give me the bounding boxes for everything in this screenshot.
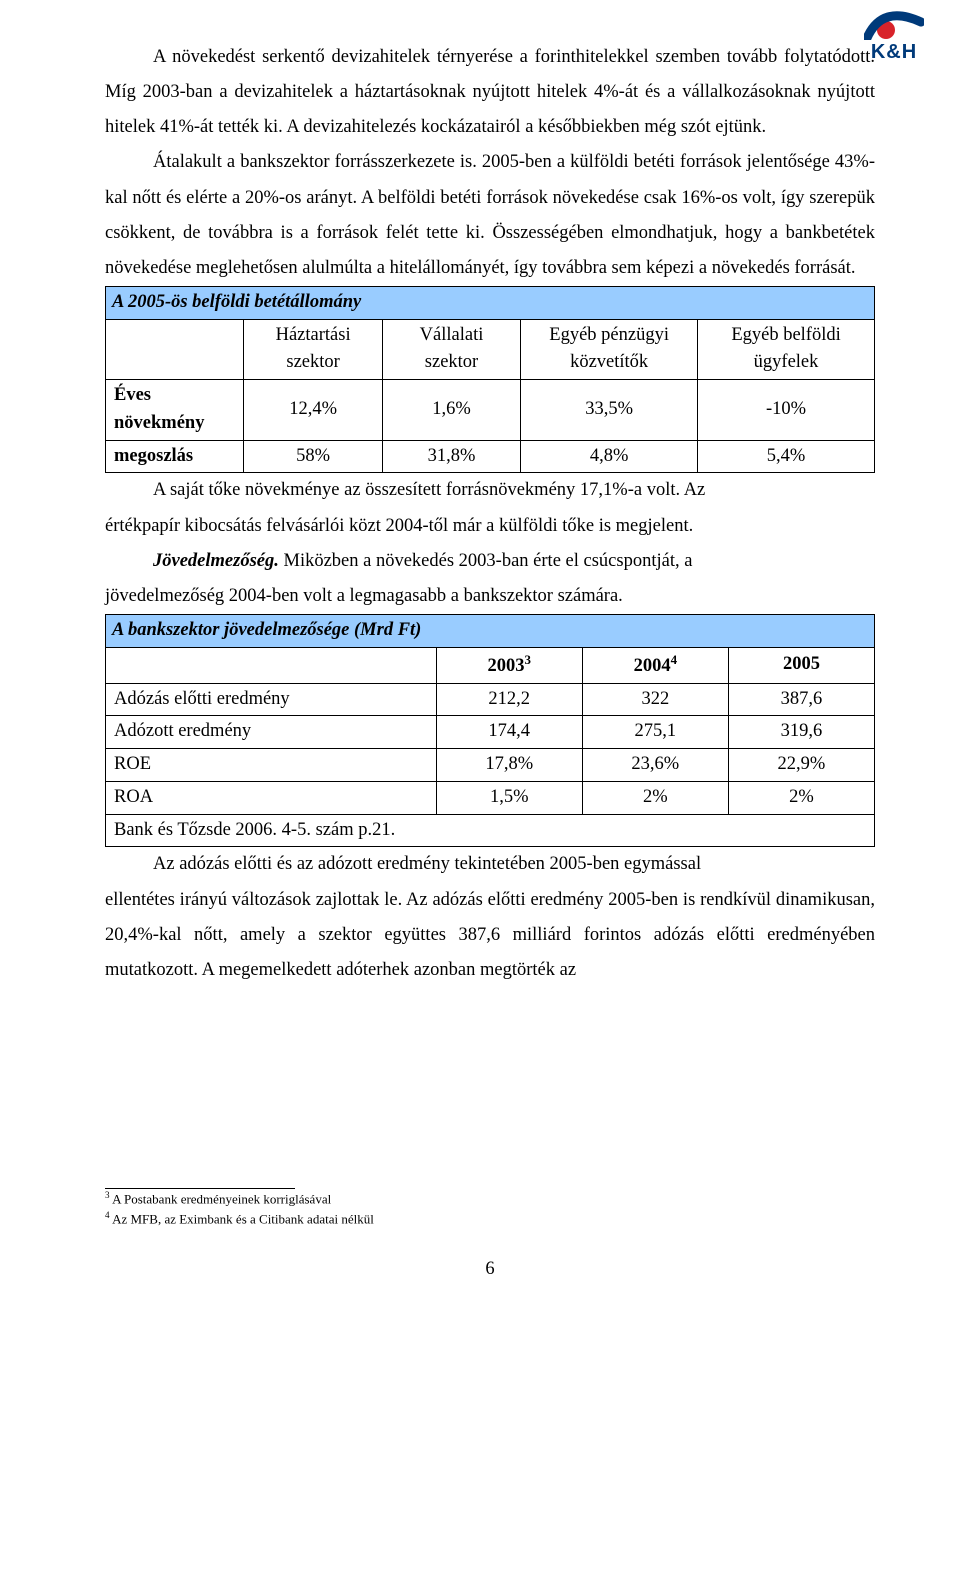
- table-row: Adózott eredmény 174,4 275,1 319,6: [106, 716, 875, 749]
- col-label: Háztartási: [276, 325, 351, 345]
- row-label: megoszlás: [106, 440, 244, 473]
- row-label: Adózott eredmény: [106, 716, 437, 749]
- col-label: Egyéb pénzügyi: [549, 325, 669, 345]
- paragraph-5b: ellentétes irányú változások zajlottak l…: [105, 883, 875, 988]
- cell: 2%: [582, 781, 728, 814]
- cell: 2%: [728, 781, 874, 814]
- logo-text: K&H: [864, 42, 924, 62]
- cell: 1,5%: [436, 781, 582, 814]
- cell: 5,4%: [698, 440, 875, 473]
- col-label: ügyfelek: [754, 352, 819, 372]
- table-deposits: Háztartási szektor Vállalati szektor Egyéb…: [105, 319, 875, 474]
- row-label: növekmény: [114, 413, 204, 433]
- paragraph-2: Átalakult a bankszektor forrásszerkezete…: [105, 145, 875, 286]
- table1-header: Háztartási szektor Vállalati szektor Egyéb…: [106, 319, 875, 380]
- paragraph-4b: jövedelmezőség 2004-ben volt a legmagasa…: [105, 579, 875, 614]
- cell: 4,8%: [521, 440, 698, 473]
- table-row: megoszlás 58% 31,8% 4,8% 5,4%: [106, 440, 875, 473]
- cell: 31,8%: [382, 440, 520, 473]
- paragraph-3b: értékpapír kibocsátás felvásárlói közt 2…: [105, 509, 875, 544]
- col-label: szektor: [286, 352, 339, 372]
- cell: 17,8%: [436, 749, 582, 782]
- year-label: 2004: [634, 656, 671, 676]
- table-row: Adózás előtti eredmény 212,2 322 387,6: [106, 683, 875, 716]
- cell: 12,4%: [244, 380, 382, 441]
- footnote-ref: 3: [524, 652, 530, 667]
- row-label: ROA: [106, 781, 437, 814]
- table-row: ROE 17,8% 23,6% 22,9%: [106, 749, 875, 782]
- year-label: 2003: [487, 656, 524, 676]
- paragraph-text: Miközben a növekedés 2003-ban érte el cs…: [279, 551, 693, 571]
- footnote-text: A Postabank eredményeinek korriglásával: [110, 1191, 332, 1206]
- row-label: Éves: [114, 385, 151, 405]
- table2-title: A bankszektor jövedelmezősége (Mrd Ft): [105, 614, 875, 647]
- footnote-text: Az MFB, az Eximbank és a Citibank adatai…: [110, 1211, 374, 1226]
- cell: -10%: [698, 380, 875, 441]
- paragraph-1: A növekedést serkentő devizahitelek térn…: [105, 40, 875, 145]
- table-row: ROA 1,5% 2% 2%: [106, 781, 875, 814]
- cell: 33,5%: [521, 380, 698, 441]
- paragraph-3a: A saját tőke növekménye az összesített f…: [105, 473, 875, 508]
- table-row: Éves növekmény 12,4% 1,6% 33,5% -10%: [106, 380, 875, 441]
- col-label: közvetítők: [570, 352, 648, 372]
- row-label: Adózás előtti eredmény: [106, 683, 437, 716]
- col-label: szektor: [425, 352, 478, 372]
- cell: 22,9%: [728, 749, 874, 782]
- section-heading-inline: Jövedelmezőség.: [153, 551, 279, 571]
- table2-header: 20033 20044 2005: [106, 647, 875, 683]
- cell: 212,2: [436, 683, 582, 716]
- cell: 174,4: [436, 716, 582, 749]
- row-label: ROE: [106, 749, 437, 782]
- year-label: 2005: [728, 647, 874, 683]
- col-label: Egyéb belföldi: [731, 325, 840, 345]
- cell: 1,6%: [382, 380, 520, 441]
- page-number: 6: [105, 1252, 875, 1287]
- footnote-ref: 4: [671, 652, 677, 667]
- table-source: Bank és Tőzsde 2006. 4-5. szám p.21.: [106, 814, 875, 847]
- footnote-4: 4 Az MFB, az Eximbank és a Citibank adat…: [105, 1209, 875, 1229]
- footnote-3: 3 A Postabank eredményeinek korriglásáva…: [105, 1189, 875, 1209]
- cell: 23,6%: [582, 749, 728, 782]
- col-label: Vállalati: [420, 325, 484, 345]
- table1-title: A 2005-ös belföldi betétállomány: [105, 286, 875, 319]
- paragraph-4a: Jövedelmezőség. Miközben a növekedés 200…: [105, 544, 875, 579]
- cell: 275,1: [582, 716, 728, 749]
- table-source-row: Bank és Tőzsde 2006. 4-5. szám p.21.: [106, 814, 875, 847]
- cell: 322: [582, 683, 728, 716]
- cell: 58%: [244, 440, 382, 473]
- table-profitability: 20033 20044 2005 Adózás előtti eredmény …: [105, 647, 875, 848]
- paragraph-5a: Az adózás előtti és az adózott eredmény …: [105, 847, 875, 882]
- cell: 387,6: [728, 683, 874, 716]
- cell: 319,6: [728, 716, 874, 749]
- brand-logo: K&H: [864, 10, 924, 62]
- logo-mark-icon: [864, 10, 924, 40]
